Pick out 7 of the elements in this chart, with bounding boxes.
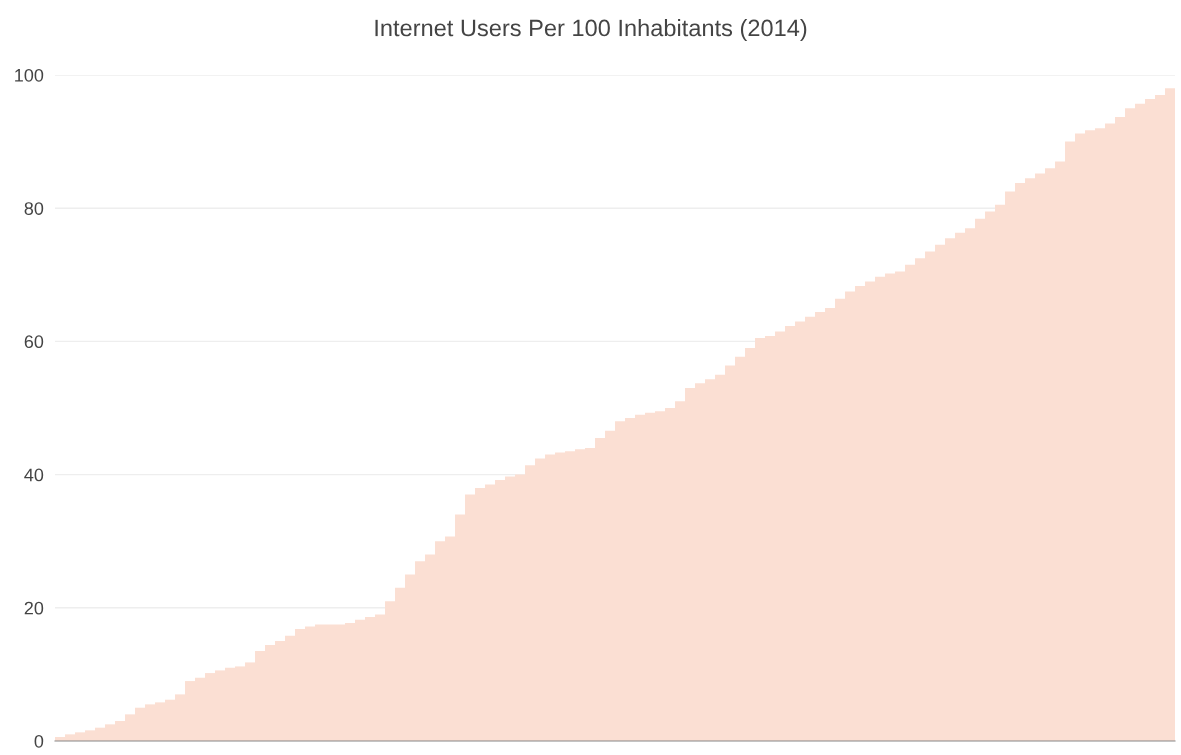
y-tick-label: 80 [24,202,44,215]
chart-title: Internet Users Per 100 Inhabitants (2014) [375,19,807,41]
y-tick-label: 20 [24,601,44,615]
y-tick-label: 60 [24,335,44,349]
y-tick-label: 100 [15,68,44,82]
y-tick-label: 0 [34,734,44,748]
y-tick-label: 40 [24,468,44,482]
